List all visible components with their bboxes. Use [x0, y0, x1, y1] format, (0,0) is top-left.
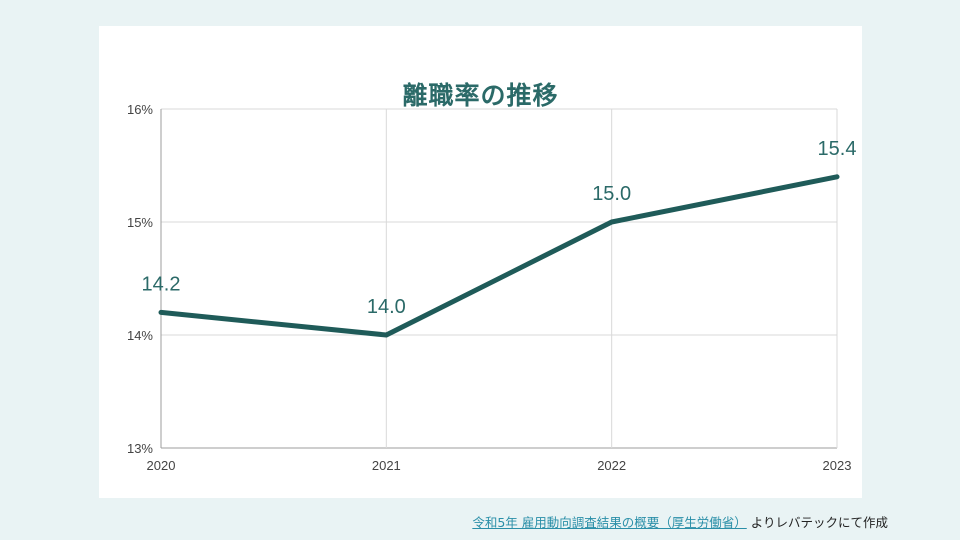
data-labels: 14.2 14.0 15.0 15.4: [142, 138, 857, 318]
x-tick-label: 2021: [372, 458, 401, 473]
x-tick-label: 2023: [823, 458, 852, 473]
data-label: 14.0: [367, 296, 406, 318]
grid-layer: [160, 108, 838, 449]
series-layer: [158, 174, 840, 338]
chart-card: 離職率の推移: [99, 26, 862, 498]
data-label: 14.2: [142, 273, 181, 295]
y-tick-label: 13%: [127, 441, 153, 456]
source-link[interactable]: 令和5年 雇用動向調査結果の概要（厚生労働省）: [472, 515, 747, 530]
data-label: 15.4: [818, 138, 857, 160]
source-suffix: よりレバテックにて作成: [746, 515, 888, 530]
x-tick-label: 2020: [147, 458, 176, 473]
tick-labels: 13% 14% 15% 16% 2020 2021 2022 2023: [127, 102, 851, 473]
y-tick-label: 16%: [127, 102, 153, 117]
y-tick-label: 14%: [127, 328, 153, 343]
data-label: 15.0: [592, 183, 631, 205]
y-tick-label: 15%: [127, 215, 153, 230]
source-note: 令和5年 雇用動向調査結果の概要（厚生労働省） よりレバテックにて作成: [472, 512, 888, 531]
x-tick-label: 2022: [597, 458, 626, 473]
chart-title: 離職率の推移: [402, 81, 559, 110]
series-line: [158, 174, 840, 338]
